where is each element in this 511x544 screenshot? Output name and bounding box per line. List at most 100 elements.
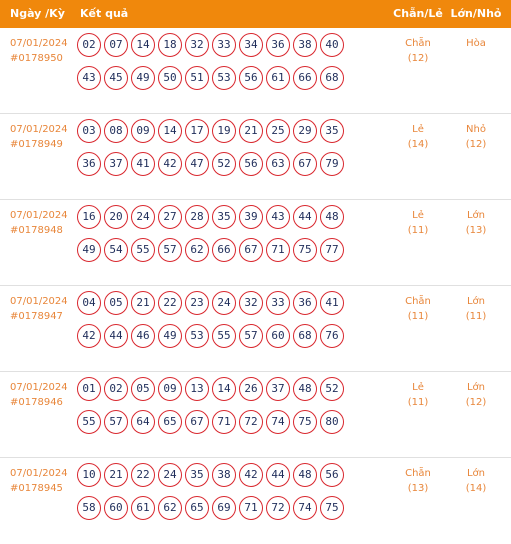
draw-row: 07/01/2024 #0178950 02 07 14 18 32 33 34 36 38 40 43… bbox=[0, 28, 511, 114]
number-ball: 62 bbox=[158, 496, 182, 520]
number-ball: 37 bbox=[266, 377, 290, 401]
ball-row: 03 08 09 14 17 19 21 25 29 35 bbox=[77, 119, 367, 145]
big-small-count: (13) bbox=[465, 225, 487, 236]
result-balls: 02 07 14 18 32 33 34 36 38 40 43 45 49 50 51 53 56 61 66 68 bbox=[77, 33, 367, 99]
number-ball: 36 bbox=[77, 152, 101, 176]
draw-period: #0178950 bbox=[10, 53, 63, 64]
number-ball: 43 bbox=[77, 66, 101, 90]
draw-row: 07/01/2024 #0178949 03 08 09 14 17 19 21 25 29 35 36… bbox=[0, 114, 511, 200]
number-ball: 75 bbox=[293, 238, 317, 262]
number-ball: 42 bbox=[77, 324, 101, 348]
number-ball: 47 bbox=[185, 152, 209, 176]
draw-date: 07/01/2024 bbox=[10, 124, 68, 135]
big-small-label: Lớn bbox=[466, 468, 486, 479]
header-result: Kết quả bbox=[80, 7, 129, 20]
draw-date: 07/01/2024 bbox=[10, 382, 68, 393]
ball-row: 42 44 46 49 53 55 57 60 68 76 bbox=[77, 324, 367, 350]
number-ball: 49 bbox=[131, 66, 155, 90]
number-ball: 44 bbox=[293, 205, 317, 229]
big-small-label: Hòa bbox=[466, 38, 486, 49]
ball-row: 10 21 22 24 35 38 42 44 48 56 bbox=[77, 463, 367, 489]
number-ball: 07 bbox=[104, 33, 128, 57]
number-ball: 36 bbox=[293, 291, 317, 315]
big-small-label: Lớn bbox=[466, 382, 486, 393]
number-ball: 02 bbox=[77, 33, 101, 57]
big-small-label: Lớn bbox=[466, 296, 486, 307]
number-ball: 76 bbox=[320, 324, 344, 348]
number-ball: 22 bbox=[131, 463, 155, 487]
even-odd-count: (12) bbox=[407, 53, 429, 64]
draw-period: #0178946 bbox=[10, 397, 63, 408]
number-ball: 14 bbox=[212, 377, 236, 401]
number-ball: 74 bbox=[266, 410, 290, 434]
number-ball: 72 bbox=[266, 496, 290, 520]
even-odd-count: (11) bbox=[407, 225, 429, 236]
number-ball: 24 bbox=[158, 463, 182, 487]
ball-row: 55 57 64 65 67 71 72 74 75 80 bbox=[77, 410, 367, 436]
number-ball: 24 bbox=[131, 205, 155, 229]
result-balls: 03 08 09 14 17 19 21 25 29 35 36 37 41 42 47 52 56 63 67 79 bbox=[77, 119, 367, 185]
big-small-cell: Lớn (12) bbox=[447, 380, 505, 410]
number-ball: 44 bbox=[104, 324, 128, 348]
number-ball: 25 bbox=[266, 119, 290, 143]
draw-period: #0178947 bbox=[10, 311, 63, 322]
number-ball: 79 bbox=[320, 152, 344, 176]
draw-row: 07/01/2024 #0178945 10 21 22 24 35 38 42 44 48 56 58… bbox=[0, 458, 511, 544]
ball-row: 16 20 24 27 28 35 39 43 44 48 bbox=[77, 205, 367, 231]
number-ball: 38 bbox=[293, 33, 317, 57]
number-ball: 55 bbox=[77, 410, 101, 434]
number-ball: 32 bbox=[239, 291, 263, 315]
number-ball: 43 bbox=[266, 205, 290, 229]
number-ball: 27 bbox=[158, 205, 182, 229]
draw-row: 07/01/2024 #0178946 01 02 05 09 13 14 26 37 48 52 55… bbox=[0, 372, 511, 458]
number-ball: 24 bbox=[212, 291, 236, 315]
number-ball: 56 bbox=[320, 463, 344, 487]
number-ball: 61 bbox=[266, 66, 290, 90]
draw-date: 07/01/2024 bbox=[10, 210, 68, 221]
draw-row: 07/01/2024 #0178948 16 20 24 27 28 35 39 43 44 48 49… bbox=[0, 200, 511, 286]
even-odd-cell: Chẵn (12) bbox=[389, 36, 447, 66]
number-ball: 57 bbox=[158, 238, 182, 262]
number-ball: 20 bbox=[104, 205, 128, 229]
number-ball: 53 bbox=[212, 66, 236, 90]
draw-date-period: 07/01/2024 #0178945 bbox=[10, 466, 68, 496]
even-odd-cell: Chẵn (13) bbox=[389, 466, 447, 496]
number-ball: 66 bbox=[212, 238, 236, 262]
number-ball: 14 bbox=[131, 33, 155, 57]
number-ball: 42 bbox=[158, 152, 182, 176]
big-small-cell: Hòa bbox=[447, 36, 505, 51]
number-ball: 63 bbox=[266, 152, 290, 176]
number-ball: 41 bbox=[131, 152, 155, 176]
number-ball: 10 bbox=[77, 463, 101, 487]
draw-row: 07/01/2024 #0178947 04 05 21 22 23 24 32 33 36 41 42… bbox=[0, 286, 511, 372]
number-ball: 80 bbox=[320, 410, 344, 434]
draw-date: 07/01/2024 bbox=[10, 468, 68, 479]
big-small-cell: Nhỏ (12) bbox=[447, 122, 505, 152]
number-ball: 68 bbox=[293, 324, 317, 348]
number-ball: 68 bbox=[320, 66, 344, 90]
draw-period: #0178945 bbox=[10, 483, 63, 494]
number-ball: 02 bbox=[104, 377, 128, 401]
number-ball: 42 bbox=[239, 463, 263, 487]
number-ball: 67 bbox=[239, 238, 263, 262]
number-ball: 03 bbox=[77, 119, 101, 143]
number-ball: 16 bbox=[77, 205, 101, 229]
even-odd-label: Lẻ bbox=[412, 124, 424, 135]
draw-date-period: 07/01/2024 #0178949 bbox=[10, 122, 68, 152]
number-ball: 41 bbox=[320, 291, 344, 315]
draw-date: 07/01/2024 bbox=[10, 296, 68, 307]
even-odd-label: Chẵn bbox=[405, 296, 431, 307]
even-odd-label: Chẵn bbox=[405, 38, 431, 49]
number-ball: 49 bbox=[77, 238, 101, 262]
number-ball: 65 bbox=[158, 410, 182, 434]
big-small-cell: Lớn (14) bbox=[447, 466, 505, 496]
big-small-count: (12) bbox=[465, 139, 487, 150]
big-small-label: Nhỏ bbox=[466, 124, 486, 135]
number-ball: 57 bbox=[104, 410, 128, 434]
number-ball: 60 bbox=[266, 324, 290, 348]
number-ball: 56 bbox=[239, 152, 263, 176]
result-balls: 04 05 21 22 23 24 32 33 36 41 42 44 46 49 53 55 57 60 68 76 bbox=[77, 291, 367, 357]
number-ball: 29 bbox=[293, 119, 317, 143]
number-ball: 46 bbox=[131, 324, 155, 348]
result-balls: 16 20 24 27 28 35 39 43 44 48 49 54 55 57 62 66 67 71 75 77 bbox=[77, 205, 367, 271]
